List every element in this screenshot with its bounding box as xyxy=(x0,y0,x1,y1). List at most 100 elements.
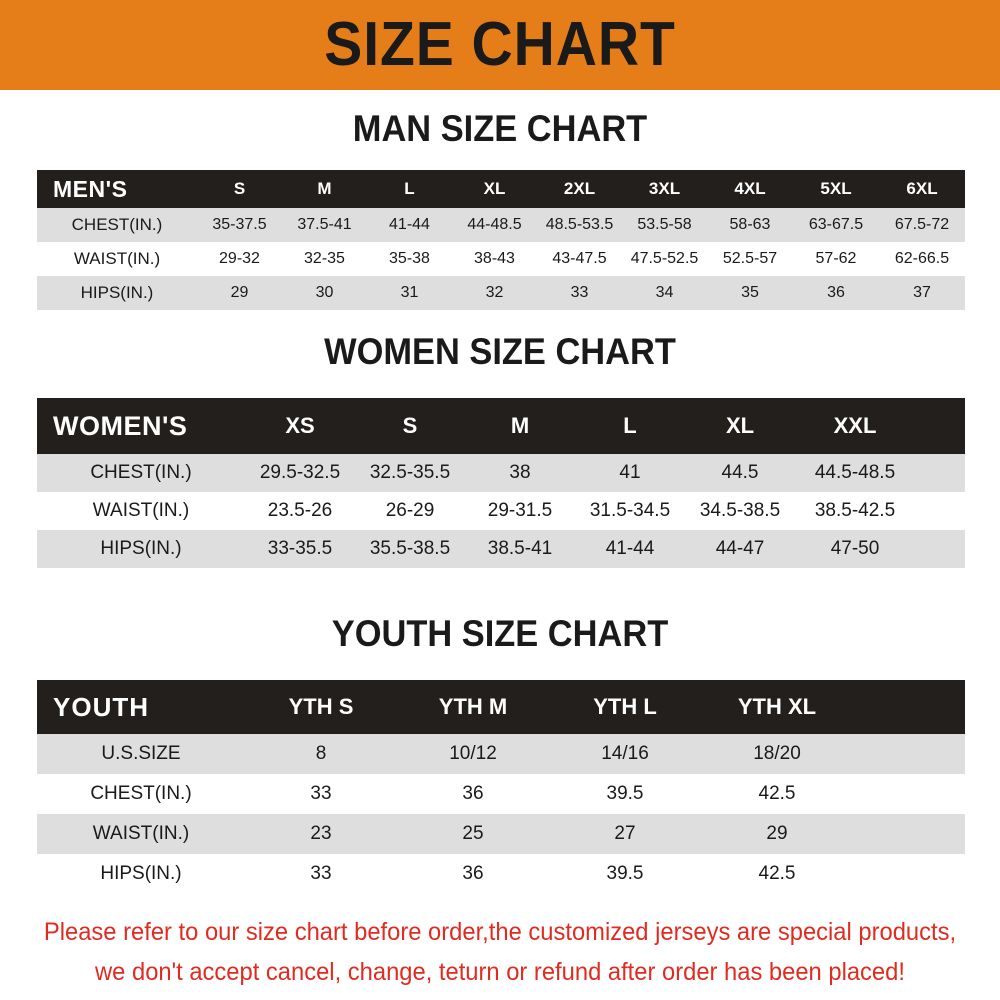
youth-cell: 8 xyxy=(315,743,327,764)
women-cell: 38 xyxy=(509,462,531,483)
man-table-body: CHEST(IN.) 35-37.5 37.5-41 41-44 44-48.5… xyxy=(37,208,965,310)
women-cell: 38.5-42.5 xyxy=(814,500,896,521)
man-cell: 32-35 xyxy=(304,250,345,267)
women-cell: 35.5-38.5 xyxy=(369,538,451,559)
man-cell: 32 xyxy=(485,284,504,301)
youth-cell: 33 xyxy=(310,783,332,804)
youth-cell: 29 xyxy=(766,823,788,844)
youth-size-table: YOUTH YTH S YTH M YTH L YTH XL U.S.SIZE … xyxy=(37,680,965,894)
women-cell: 41-44 xyxy=(605,538,655,559)
women-corner-label: WOMEN'S xyxy=(53,410,188,441)
man-cell: 36 xyxy=(827,284,845,301)
man-col-header: 5XL xyxy=(820,179,852,198)
women-cell: 33-35.5 xyxy=(267,538,333,559)
table-row: WAIST(IN.) 23.5-26 26-29 29-31.5 31.5-34… xyxy=(37,492,965,530)
women-cell: 41 xyxy=(619,462,641,483)
table-row: HIPS(IN.) 33-35.5 35.5-38.5 38.5-41 41-4… xyxy=(37,530,965,568)
youth-cell-empty xyxy=(853,734,965,774)
women-col-header-empty xyxy=(915,398,965,454)
youth-cell: 36 xyxy=(462,863,484,884)
table-row: U.S.SIZE 8 10/12 14/16 18/20 xyxy=(37,734,965,774)
man-table-head: MEN'S S M L XL 2XL 3XL 4XL 5XL 6XL xyxy=(37,170,965,208)
youth-table-head: YOUTH YTH S YTH M YTH L YTH XL xyxy=(37,680,965,734)
women-table-header-row: WOMEN'S XS S M L XL XXL xyxy=(37,398,965,454)
man-col-header: XL xyxy=(483,179,506,198)
youth-cell-empty xyxy=(853,814,965,854)
man-cell: 43-47.5 xyxy=(552,250,607,267)
man-size-table: MEN'S S M L XL 2XL 3XL 4XL 5XL 6XL CHEST… xyxy=(37,170,965,310)
women-cell-empty xyxy=(915,530,965,568)
man-cell: 44-48.5 xyxy=(467,216,522,233)
table-row: CHEST(IN.) 29.5-32.5 32.5-35.5 38 41 44.… xyxy=(37,454,965,492)
youth-cell: 25 xyxy=(462,823,484,844)
youth-col-header: YTH S xyxy=(288,694,354,719)
youth-table-body: U.S.SIZE 8 10/12 14/16 18/20 CHEST(IN.) … xyxy=(37,734,965,894)
youth-cell: 42.5 xyxy=(758,783,796,804)
table-row: CHEST(IN.) 35-37.5 37.5-41 41-44 44-48.5… xyxy=(37,208,965,242)
man-cell: 29 xyxy=(230,284,249,301)
disclaimer-line-1: Please refer to our size chart before or… xyxy=(43,918,957,946)
man-cell: 30 xyxy=(315,284,334,301)
man-cell: 38-43 xyxy=(474,250,515,267)
disclaimer-note: Please refer to our size chart before or… xyxy=(25,912,975,992)
youth-cell: 27 xyxy=(614,823,636,844)
women-col-header: M xyxy=(510,413,530,438)
women-row-label: WAIST(IN.) xyxy=(92,500,190,521)
youth-cell: 10/12 xyxy=(449,743,497,764)
table-row: CHEST(IN.) 33 36 39.5 42.5 xyxy=(37,774,965,814)
table-row: WAIST(IN.) 23 25 27 29 xyxy=(37,814,965,854)
man-cell: 35-38 xyxy=(389,250,430,267)
women-cell: 38.5-41 xyxy=(487,538,553,559)
women-cell: 29.5-32.5 xyxy=(259,462,341,483)
man-cell: 34 xyxy=(655,284,674,301)
youth-cell: 39.5 xyxy=(606,783,644,804)
women-col-header: XL xyxy=(725,413,755,438)
women-cell: 23.5-26 xyxy=(267,500,333,521)
women-cell-empty xyxy=(915,492,965,530)
man-cell: 47.5-52.5 xyxy=(630,250,699,267)
youth-cell: 36 xyxy=(462,783,484,804)
man-col-header: 3XL xyxy=(648,179,681,198)
women-cell: 32.5-35.5 xyxy=(369,462,451,483)
man-col-header: S xyxy=(233,179,246,198)
women-cell: 34.5-38.5 xyxy=(699,500,781,521)
women-col-header: S xyxy=(402,413,418,438)
youth-table-header-row: YOUTH YTH S YTH M YTH L YTH XL xyxy=(37,680,965,734)
women-col-header: L xyxy=(623,413,637,438)
man-row-label: WAIST(IN.) xyxy=(73,249,161,268)
section-title-youth: YOUTH SIZE CHART xyxy=(331,613,669,654)
women-cell-empty xyxy=(915,454,965,492)
youth-row-label: U.S.SIZE xyxy=(101,743,181,764)
youth-cell: 18/20 xyxy=(753,743,801,764)
women-table-head: WOMEN'S XS S M L XL XXL xyxy=(37,398,965,454)
women-cell: 47-50 xyxy=(830,538,880,559)
man-corner-label: MEN'S xyxy=(53,175,128,202)
women-col-header: XS xyxy=(285,413,315,438)
youth-corner-label: YOUTH xyxy=(53,691,149,722)
man-cell: 63-67.5 xyxy=(808,216,864,233)
man-cell: 37 xyxy=(913,284,931,301)
man-cell: 29-32 xyxy=(219,250,260,267)
youth-col-header: YTH XL xyxy=(737,694,817,719)
man-cell: 53.5-58 xyxy=(637,216,692,233)
women-table-body: CHEST(IN.) 29.5-32.5 32.5-35.5 38 41 44.… xyxy=(37,454,965,568)
man-cell: 41-44 xyxy=(389,216,430,233)
man-cell: 52.5-57 xyxy=(722,250,778,267)
youth-col-header: YTH L xyxy=(593,694,657,719)
women-cell: 26-29 xyxy=(385,500,435,521)
man-col-header: 2XL xyxy=(563,179,596,198)
youth-cell: 42.5 xyxy=(758,863,796,884)
youth-cell-empty xyxy=(853,854,965,894)
table-row: HIPS(IN.) 29 30 31 32 33 34 35 36 37 xyxy=(37,276,965,310)
women-cell: 44.5 xyxy=(721,462,759,483)
women-row-label: CHEST(IN.) xyxy=(90,462,192,483)
man-cell: 67.5-72 xyxy=(894,216,950,233)
youth-col-header: YTH M xyxy=(438,694,508,719)
man-cell: 35-37.5 xyxy=(212,216,267,233)
man-cell: 58-63 xyxy=(729,216,771,233)
page-title: SIZE CHART xyxy=(324,10,676,79)
youth-col-header-empty xyxy=(853,680,965,734)
man-cell: 33 xyxy=(570,284,589,301)
man-cell: 31 xyxy=(400,284,419,301)
man-row-label: CHEST(IN.) xyxy=(71,215,163,234)
